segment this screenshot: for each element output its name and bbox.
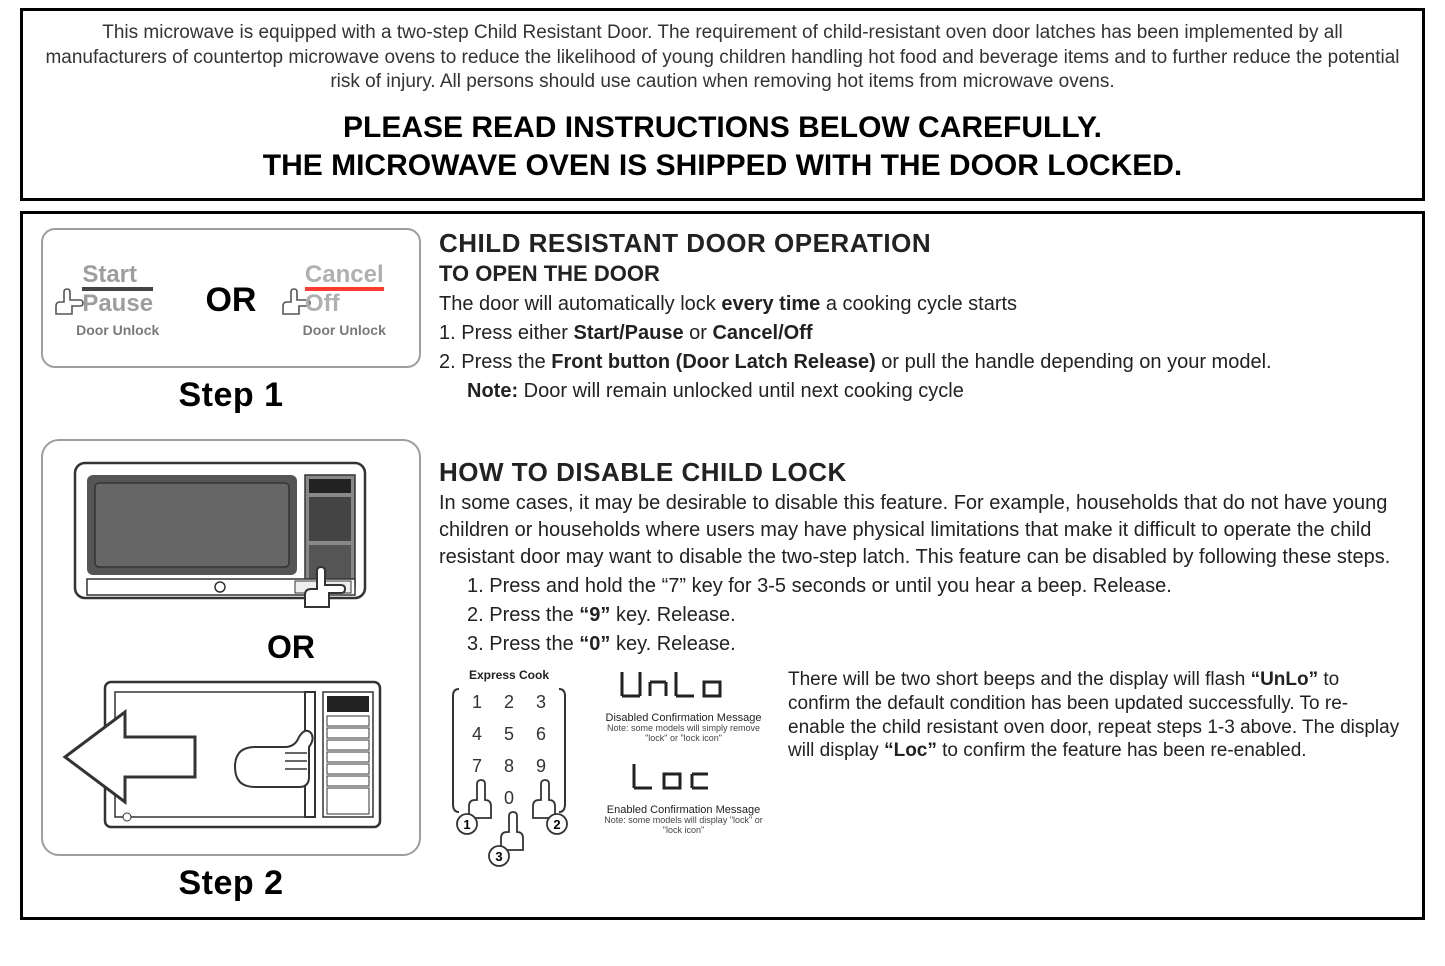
text: key. Release. [610, 604, 735, 626]
section1-step1: 1. Press either Start/Pause or Cancel/Of… [439, 320, 1404, 347]
cancel-label: Cancel [305, 262, 384, 287]
bold-text: Start/Pause [574, 322, 684, 344]
text: or pull the handle depending on your mod… [876, 351, 1272, 373]
headline-1: PLEASE READ INSTRUCTIONS BELOW CAREFULLY… [343, 111, 1102, 144]
or-label-mid: OR [175, 629, 407, 666]
section1-title: CHILD RESISTANT DOOR OPERATION [439, 228, 1404, 259]
svg-text:9: 9 [536, 756, 546, 776]
express-cook-label: Express Cook [439, 668, 579, 682]
microwave-handle-icon [55, 672, 385, 842]
text: 2. Press the [467, 604, 579, 626]
bold-text: “UnLo” [1251, 669, 1319, 690]
text: 3. Press the [467, 633, 579, 655]
section1-note: Note: Door will remain unlocked until ne… [467, 378, 1404, 405]
intro-box: This microwave is equipped with a two-st… [20, 8, 1425, 201]
section2-step1: 1. Press and hold the “7” key for 3-5 se… [467, 573, 1404, 600]
cancel-off-button: Cancel Off Door Unlock [303, 262, 386, 338]
headline: PLEASE READ INSTRUCTIONS BELOW CAREFULLY… [43, 109, 1402, 184]
bold-text: “9” [579, 604, 610, 626]
svg-text:6: 6 [536, 724, 546, 744]
intro-paragraph: This microwave is equipped with a two-st… [43, 21, 1402, 95]
text: key. Release. [610, 633, 735, 655]
svg-text:2: 2 [553, 817, 560, 832]
svg-text:2: 2 [504, 692, 514, 712]
text: or [684, 322, 713, 344]
svg-text:3: 3 [536, 692, 546, 712]
note-label: Note: [467, 380, 518, 402]
svg-text:7: 7 [472, 756, 482, 776]
microwave-icon [55, 453, 385, 623]
text: 2. Press the [439, 351, 551, 373]
section1-subtitle: TO OPEN THE DOOR [439, 261, 1404, 287]
start-pause-button: Start Pause Door Unlock [76, 262, 159, 338]
text: a cooking cycle starts [820, 293, 1017, 315]
confirmation-paragraph: There will be two short beeps and the di… [788, 668, 1404, 763]
step2-label: Step 2 [41, 864, 421, 903]
svg-text:3: 3 [495, 849, 502, 864]
headline-2: THE MICROWAVE OVEN IS SHIPPED WITH THE D… [263, 149, 1183, 182]
section2-step3: 3. Press the “0” key. Release. [467, 631, 1404, 658]
section2: HOW TO DISABLE CHILD LOCK In some cases,… [439, 457, 1404, 890]
main-box: Start Pause Door Unlock OR Cancel Off Do… [20, 211, 1425, 920]
pause-label: Pause [82, 291, 153, 316]
text: 1. Press either [439, 322, 574, 344]
svg-text:0: 0 [504, 788, 514, 808]
section2-title: HOW TO DISABLE CHILD LOCK [439, 457, 1404, 488]
text: The door will automatically lock [439, 293, 721, 315]
text: There will be two short beeps and the di… [788, 669, 1251, 690]
door-unlock-label: Door Unlock [303, 322, 386, 338]
section2-intro: In some cases, it may be desirable to di… [439, 490, 1404, 571]
start-label: Start [82, 262, 153, 287]
svg-text:4: 4 [472, 724, 482, 744]
disable-row: Express Cook 1 2 3 4 5 6 7 8 9 0 [439, 668, 1404, 890]
microwave-pull-handle [55, 672, 407, 842]
step2-microwave-panel: OR [41, 439, 421, 856]
pointing-hand-icon [50, 284, 86, 325]
microwave-push-button [55, 453, 407, 623]
svg-text:1: 1 [472, 692, 482, 712]
step1-label: Step 1 [41, 376, 421, 415]
bold-text: Front button (Door Latch Release) [551, 351, 875, 373]
step1-button-panel: Start Pause Door Unlock OR Cancel Off Do… [41, 228, 421, 368]
keypad: Express Cook 1 2 3 4 5 6 7 8 9 0 [439, 668, 579, 890]
door-unlock-label: Door Unlock [76, 322, 159, 338]
loc-note: Note: some models will display "lock" or… [601, 816, 766, 836]
section1-line: The door will automatically lock every t… [439, 291, 1404, 318]
svg-text:1: 1 [463, 817, 470, 832]
unlo-note: Note: some models will simply remove "lo… [601, 724, 766, 744]
loc-display-icon [614, 760, 754, 796]
svg-text:5: 5 [504, 724, 514, 744]
bold-text: Cancel/Off [712, 322, 812, 344]
section1-step2: 2. Press the Front button (Door Latch Re… [439, 349, 1404, 376]
left-column: Start Pause Door Unlock OR Cancel Off Do… [41, 228, 421, 903]
bold-text: every time [721, 293, 820, 315]
note-text: Door will remain unlocked until next coo… [518, 380, 964, 402]
off-label: Off [305, 291, 384, 316]
text: to confirm the feature has been re-enabl… [937, 740, 1307, 761]
bold-text: “Loc” [884, 740, 937, 761]
right-column: CHILD RESISTANT DOOR OPERATION TO OPEN T… [439, 228, 1404, 903]
unlo-display-icon [614, 668, 754, 704]
or-label: OR [205, 281, 256, 320]
svg-text:8: 8 [504, 756, 514, 776]
keypad-icon: 1 2 3 4 5 6 7 8 9 0 1 [439, 684, 579, 884]
display-messages: Disabled Confirmation Message Note: some… [601, 668, 766, 836]
section2-step2: 2. Press the “9” key. Release. [467, 602, 1404, 629]
bold-text: “0” [579, 633, 610, 655]
